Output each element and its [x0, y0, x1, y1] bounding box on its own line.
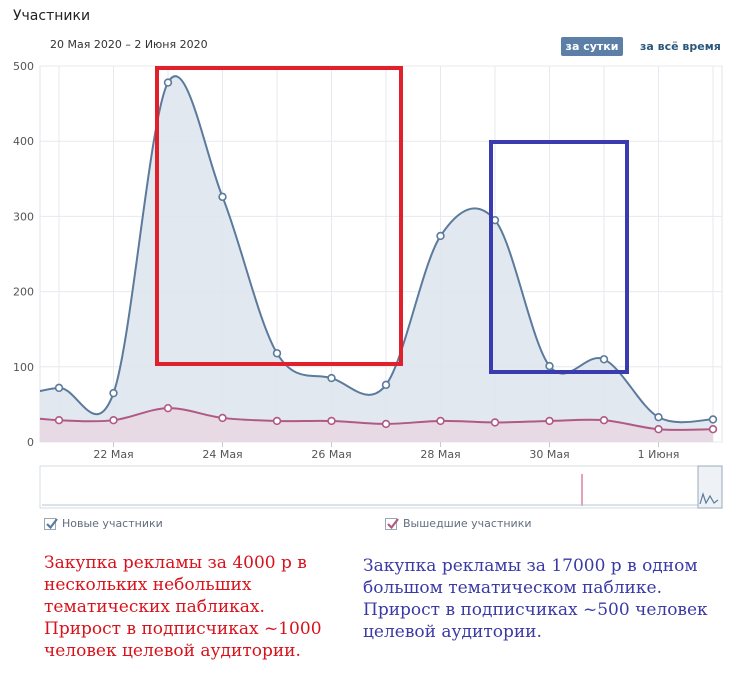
checkbox-checked-icon[interactable] [44, 517, 58, 530]
data-point-new-members [599, 355, 609, 364]
data-point-left-members [163, 403, 173, 413]
data-point-new-members [109, 388, 118, 398]
date-range[interactable]: 20 Мая 2020 – 2 Июня 2020 [50, 38, 208, 51]
legend-new-members[interactable]: Новые участники [44, 517, 163, 530]
x-tick-label: 28 Мая [420, 448, 460, 461]
x-tick-label: 26 Мая [311, 448, 351, 461]
navigator-window-line [699, 492, 719, 505]
data-point-left-members [327, 416, 336, 426]
members-chart: 0 100 200 300 400 500 22 Мая 24 Мая 26 Мая 28 Мая… [13, 60, 723, 509]
data-point-new-members [163, 78, 173, 87]
data-point-left-members [490, 418, 500, 427]
legend-left-members[interactable]: Вышедшие участники [385, 517, 532, 530]
highlight-box-blue [489, 140, 629, 374]
data-point-left-members [54, 415, 64, 425]
data-point-left-members [545, 416, 554, 426]
data-point-left-members [218, 413, 227, 423]
all-time-button[interactable]: за всё время [640, 40, 721, 53]
data-point-new-members [272, 349, 282, 358]
data-point-left-members [381, 419, 391, 429]
series-line-left-members [40, 407, 714, 431]
navigator-window [697, 465, 723, 509]
x-tick-label: 30 Мая [529, 448, 569, 461]
data-point-new-members [54, 383, 64, 393]
data-point-new-members [381, 380, 391, 390]
data-point-new-members [708, 415, 718, 424]
data-point-left-members [272, 416, 282, 426]
chart-title: Участники [13, 8, 91, 24]
data-point-new-members [654, 412, 663, 422]
data-point-left-members [436, 416, 445, 426]
checkbox-checked-icon[interactable] [385, 517, 399, 530]
highlight-box-red [155, 66, 403, 366]
data-point-new-members [545, 361, 554, 371]
y-tick-label: 400 [13, 135, 34, 148]
series-area-new-members [40, 76, 713, 442]
data-point-new-members [218, 192, 227, 202]
y-tick-label: 200 [13, 286, 34, 299]
legend-left-label: Вышедшие участники [403, 517, 532, 530]
note-big-public: Закупка рекламы за 17000 р в одном больш… [363, 556, 708, 642]
series-area-left-members [40, 408, 713, 442]
data-point-new-members [436, 231, 445, 241]
y-tick-label: 100 [13, 361, 34, 374]
legend-new-label: Новые участники [62, 517, 163, 530]
y-tick-label: 300 [13, 210, 34, 223]
data-point-new-members [327, 373, 336, 383]
per-day-button[interactable]: за сутки [561, 37, 623, 56]
data-point-left-members [599, 415, 609, 425]
x-tick-label: 22 Мая [93, 448, 133, 461]
x-tick-label: 24 Мая [202, 448, 242, 461]
data-point-left-members [109, 415, 118, 425]
data-point-left-members [708, 425, 718, 434]
data-point-left-members [654, 425, 663, 434]
x-tick-label: 1 Июня [638, 448, 680, 461]
navigator-strip [39, 465, 723, 509]
y-tick-label: 0 [27, 436, 34, 449]
y-tick-label: 500 [13, 60, 34, 73]
note-small-publics: Закупка рекламы за 4000 р в нескольких н… [44, 553, 322, 661]
